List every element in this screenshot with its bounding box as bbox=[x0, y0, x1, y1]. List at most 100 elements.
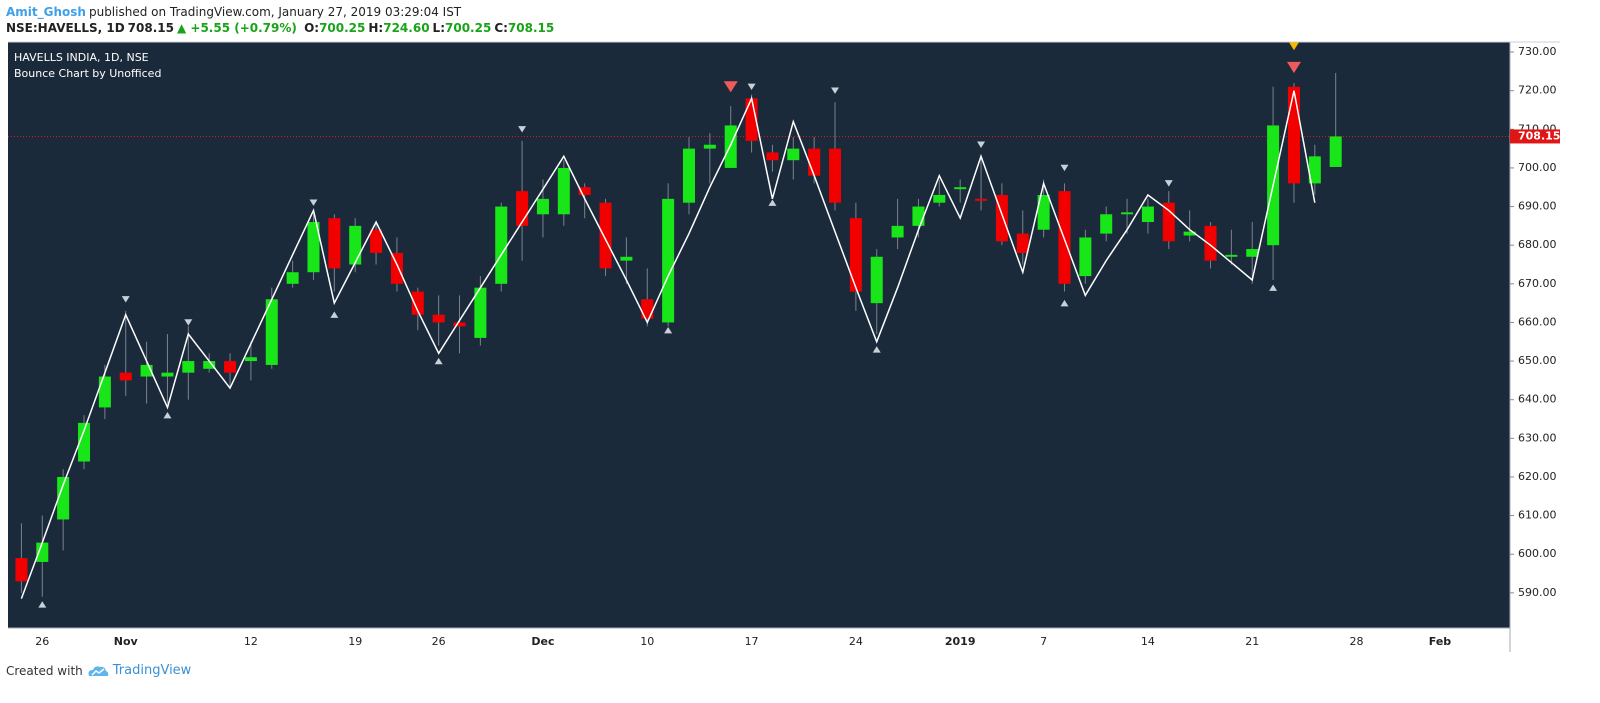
candle-body bbox=[1079, 237, 1092, 277]
y-tick-label: 700.00 bbox=[1518, 161, 1557, 174]
candle-body bbox=[641, 299, 654, 319]
ohlc-label: O: bbox=[304, 21, 320, 35]
pivot_low-marker bbox=[38, 601, 47, 608]
y-tick-label: 720.00 bbox=[1518, 84, 1557, 97]
x-tick-label: 26 bbox=[432, 635, 446, 648]
pivot_low-marker bbox=[1269, 284, 1278, 291]
chart: HAVELLS INDIA, 1D, NSE Bounce Chart by U… bbox=[8, 41, 1560, 652]
candle-body bbox=[870, 256, 883, 304]
footer: Created with TradingView bbox=[6, 663, 191, 678]
candle-body bbox=[495, 206, 508, 284]
candle-body bbox=[1121, 212, 1134, 215]
candle-body bbox=[474, 287, 487, 338]
candle-body bbox=[1329, 136, 1342, 167]
published: published on TradingView.com, January 27… bbox=[88, 5, 462, 19]
zigzag-line bbox=[20, 90, 1316, 599]
candle-body bbox=[557, 167, 570, 215]
candle-body bbox=[829, 148, 842, 203]
ohlc-label: L: bbox=[432, 21, 445, 35]
pivot_high-marker bbox=[831, 87, 840, 94]
price: 708.15 bbox=[127, 21, 174, 35]
candle-body bbox=[1141, 206, 1154, 223]
pivot_low-marker bbox=[163, 411, 172, 419]
candle-body bbox=[286, 272, 299, 284]
pivot_low-marker bbox=[434, 357, 443, 365]
candle-body bbox=[349, 225, 362, 265]
candle-body bbox=[161, 372, 174, 377]
price-label-box bbox=[1510, 129, 1560, 144]
candle-body bbox=[1225, 254, 1238, 257]
y-tick-label: 670.00 bbox=[1518, 277, 1557, 290]
x-tick-label: Nov bbox=[114, 635, 139, 648]
candle-body bbox=[703, 144, 716, 149]
candle-body bbox=[182, 361, 195, 373]
candle-body bbox=[954, 187, 967, 190]
candle-body bbox=[453, 322, 466, 327]
symbol: NSE:HAVELLS, 1D bbox=[6, 21, 125, 35]
x-tick-label: 26 bbox=[35, 635, 49, 648]
x-tick-label: 14 bbox=[1141, 635, 1155, 648]
x-tick-label: Feb bbox=[1429, 635, 1452, 648]
candle-body bbox=[370, 229, 383, 253]
candle-body bbox=[140, 364, 153, 377]
logo[interactable] bbox=[87, 664, 109, 678]
candle-body bbox=[891, 225, 904, 238]
candle-body bbox=[1204, 225, 1217, 261]
y-tick-label: 680.00 bbox=[1518, 238, 1557, 251]
y-tick-label: 690.00 bbox=[1518, 200, 1557, 213]
candle-body bbox=[682, 148, 695, 203]
candle-body bbox=[662, 198, 675, 323]
candle-body bbox=[432, 314, 445, 323]
candle-body bbox=[244, 357, 257, 362]
candle-body bbox=[36, 542, 49, 562]
pivot_low-marker bbox=[768, 199, 777, 206]
pivot_high-marker bbox=[747, 83, 756, 91]
candle-body bbox=[766, 152, 779, 161]
x-tick-label: 10 bbox=[640, 635, 654, 648]
candle-body bbox=[1287, 86, 1300, 184]
y-tick-label: 600.00 bbox=[1518, 547, 1557, 560]
pivot_high-marker bbox=[1164, 180, 1173, 187]
x-tick-label: 21 bbox=[1245, 635, 1259, 648]
ohlc-value: 700.25 bbox=[319, 21, 366, 35]
candle-body bbox=[328, 218, 341, 269]
change: ▲ +5.55 (+0.79%) bbox=[176, 21, 297, 35]
candle-body bbox=[1016, 233, 1029, 253]
candle-body bbox=[265, 299, 278, 365]
x-tick-label: 7 bbox=[1040, 635, 1047, 648]
candle-body bbox=[933, 194, 946, 203]
x-tick-label: 28 bbox=[1350, 635, 1364, 648]
author[interactable]: Amit_Ghosh bbox=[6, 5, 86, 19]
footer-brand[interactable]: TradingView bbox=[112, 663, 192, 678]
ohlc-value: 700.25 bbox=[445, 21, 492, 35]
candle-body bbox=[119, 372, 132, 381]
candle-body bbox=[307, 222, 320, 273]
candle-body bbox=[1308, 156, 1321, 184]
footer-text: Created with bbox=[6, 663, 83, 678]
price-label: 708.15 bbox=[1518, 129, 1560, 142]
candle-body bbox=[1183, 231, 1196, 236]
candle-body bbox=[536, 198, 549, 215]
pivot_high-marker bbox=[1060, 164, 1069, 172]
alert-marker bbox=[1288, 42, 1299, 51]
candle-body bbox=[599, 202, 612, 269]
chart-title: HAVELLS INDIA, 1D, NSE bbox=[14, 51, 149, 64]
header: Amit_Ghosh published on TradingView.com, … bbox=[6, 4, 557, 36]
ohlc-value: 724.60 bbox=[383, 21, 430, 35]
candle-body bbox=[98, 376, 111, 408]
header-line-2: NSE:HAVELLS, 1D 708.15 ▲ +5.55 (+0.79%) O:… bbox=[6, 20, 557, 36]
candle-body bbox=[912, 206, 925, 226]
signal-marker bbox=[1286, 61, 1301, 74]
candle-body bbox=[724, 125, 737, 168]
candle-body bbox=[1246, 249, 1259, 257]
candle-body bbox=[203, 361, 216, 369]
ohlc-label: C: bbox=[494, 21, 508, 35]
pivot_high-marker bbox=[518, 126, 527, 133]
x-tick-label: 19 bbox=[348, 635, 362, 648]
y-tick-label: 590.00 bbox=[1518, 586, 1557, 599]
pivot_high-marker bbox=[309, 199, 318, 206]
pivot_high-marker bbox=[977, 141, 986, 148]
candle-body bbox=[1100, 214, 1113, 234]
header-line-1: Amit_Ghosh published on TradingView.com, … bbox=[6, 4, 557, 20]
y-tick-label: 640.00 bbox=[1518, 393, 1557, 406]
